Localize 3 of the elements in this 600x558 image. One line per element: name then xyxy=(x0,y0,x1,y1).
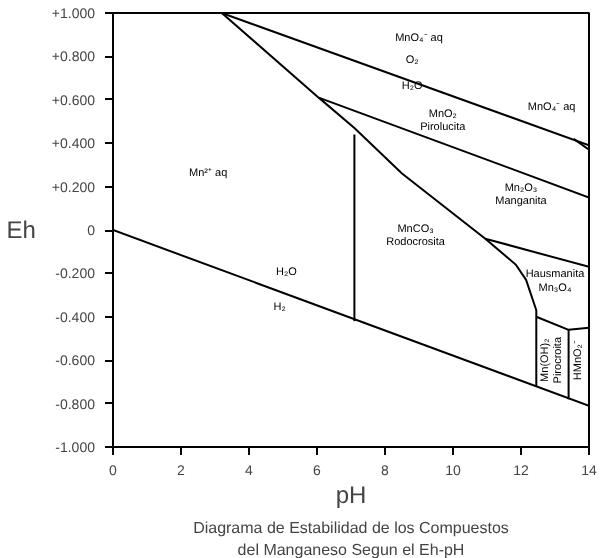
x-axis-title: pH xyxy=(335,481,367,509)
text: Diagrama de Estabilidad de los Compuestos del Manganeso Segun el Eh-pH xyxy=(193,519,509,558)
y-axis-title: Eh xyxy=(6,216,36,244)
